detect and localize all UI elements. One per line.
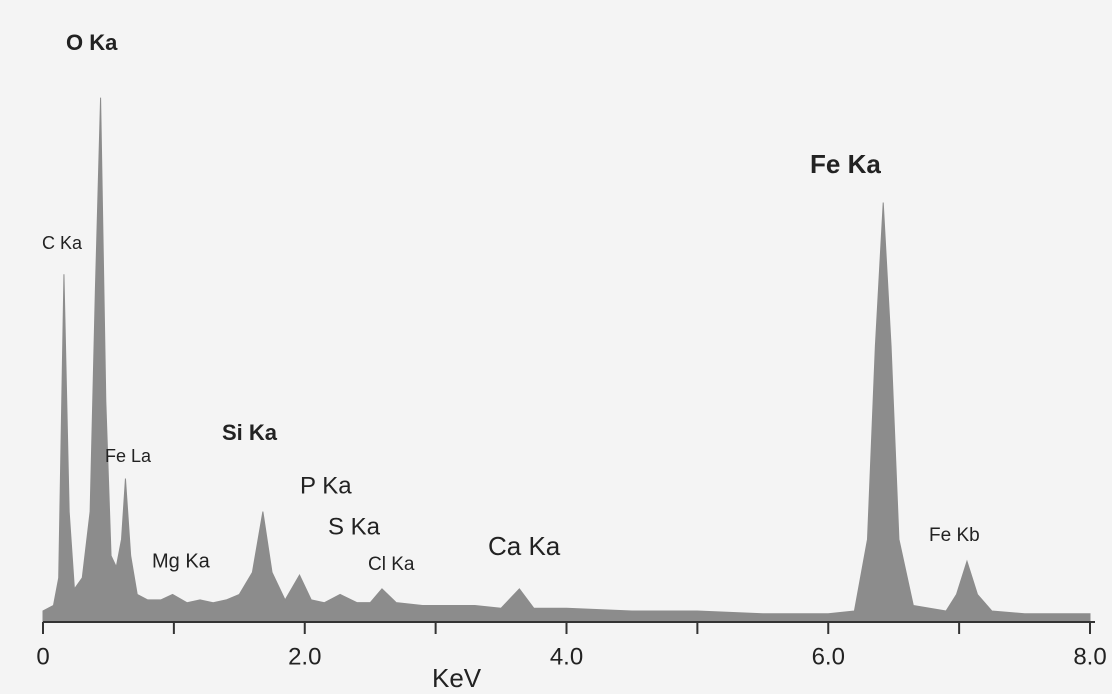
x-tick-label: 4.0 [550,643,583,670]
peak-label: Mg Ka [152,550,211,572]
peak-label: O Ka [66,30,118,55]
peak-label: C Ka [42,233,83,253]
peak-label: P Ka [300,472,352,499]
peak-label: Fe La [105,446,152,466]
x-tick-label: 6.0 [812,643,845,670]
peak-label: Cl Ka [368,554,415,575]
x-tick-label: 2.0 [288,643,321,670]
peak-label: Fe Kb [929,525,980,546]
x-axis-label: KeV [432,663,482,693]
peak-label: Si Ka [222,420,278,445]
peak-label: Fe Ka [810,149,881,179]
x-tick-label: 0 [36,643,49,670]
peak-label: S Ka [328,513,381,540]
peak-label: Ca Ka [488,531,561,561]
x-tick-label: 8.0 [1073,643,1106,670]
spectrum-area [42,97,1091,623]
